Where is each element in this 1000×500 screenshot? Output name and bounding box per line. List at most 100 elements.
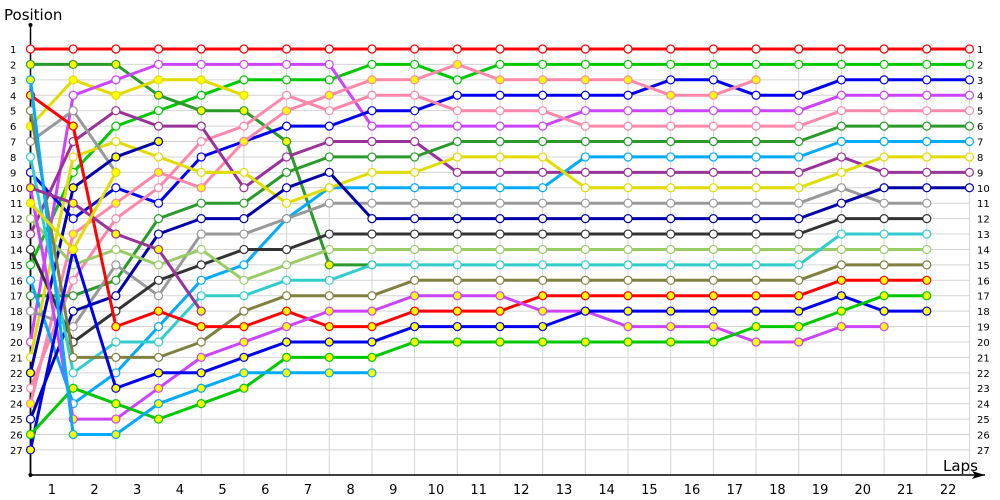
data-point-marker	[836, 59, 847, 70]
data-point-marker	[495, 106, 505, 116]
data-point-marker	[452, 75, 462, 85]
y-tick-labels-right: 1234567891011121314151617181920212223242…	[977, 45, 990, 457]
data-point-marker	[708, 260, 718, 270]
x-tick-labels: 1 2 3 4 5 6 7 8 9 10 11 12 13 14 15 16 17 18 19 20 21 22	[48, 483, 957, 498]
series-purple-2	[25, 183, 206, 316]
data-point-marker	[25, 414, 36, 424]
data-point-marker	[324, 368, 334, 378]
y-tick-label: 11	[10, 199, 23, 210]
series-yellow	[25, 75, 249, 131]
x-tick-label: 13	[556, 483, 573, 498]
data-point-marker	[153, 183, 164, 193]
data-point-marker	[25, 275, 36, 285]
data-point-marker	[324, 59, 334, 70]
data-point-marker	[495, 75, 505, 85]
y-tick-label: 22	[10, 369, 23, 380]
x-tick-label: 7	[304, 483, 312, 498]
data-point-marker	[196, 183, 206, 193]
data-point-marker	[538, 291, 548, 301]
data-point-marker	[111, 44, 121, 54]
data-point-marker	[666, 121, 676, 131]
data-point-marker	[794, 136, 804, 147]
y-tick-label-right: 2	[977, 60, 983, 71]
data-point-marker	[708, 183, 718, 193]
data-point-marker	[239, 383, 249, 393]
data-point-marker	[794, 152, 804, 162]
data-point-marker	[153, 106, 164, 116]
series-dark-green-2	[25, 121, 975, 301]
data-point-marker	[751, 75, 761, 85]
y-tick-label-right: 20	[977, 338, 990, 349]
data-point-marker	[538, 59, 548, 70]
y-tick-label-right: 16	[977, 276, 990, 287]
data-point-marker	[153, 275, 164, 285]
series-yellow-2	[25, 136, 975, 362]
data-point-marker	[153, 229, 164, 239]
data-point-marker	[452, 136, 462, 147]
data-point-marker	[25, 59, 36, 70]
data-point-marker	[580, 75, 590, 85]
data-point-marker	[239, 368, 249, 378]
data-point-marker	[196, 321, 206, 332]
data-point-marker	[281, 198, 292, 208]
data-point-marker	[68, 75, 78, 85]
series-red-2	[25, 90, 932, 332]
data-point-marker	[623, 337, 633, 347]
data-point-marker	[452, 121, 462, 131]
data-point-marker	[367, 183, 377, 193]
series-line	[29, 78, 245, 128]
data-point-marker	[452, 337, 462, 347]
data-point-marker	[281, 167, 292, 177]
data-point-marker	[196, 306, 206, 316]
data-point-marker	[111, 229, 121, 239]
data-point-marker	[153, 214, 164, 224]
data-point-marker	[153, 291, 164, 301]
data-point-marker	[367, 321, 377, 332]
data-point-marker	[111, 90, 121, 100]
data-point-marker	[410, 321, 420, 332]
data-point-marker	[495, 291, 505, 301]
y-tick-label-right: 22	[977, 369, 990, 380]
data-point-marker	[751, 59, 761, 70]
data-point-marker	[666, 152, 676, 162]
data-point-marker	[196, 399, 206, 409]
y-tick-label: 15	[10, 261, 23, 272]
data-point-marker	[281, 183, 292, 193]
series-navy-2	[25, 167, 975, 424]
data-point-marker	[25, 136, 36, 147]
data-point-marker	[580, 291, 590, 301]
data-point-marker	[836, 321, 847, 332]
data-point-marker	[751, 167, 761, 177]
data-point-marker	[367, 244, 377, 255]
data-point-marker	[879, 291, 889, 301]
data-point-marker	[196, 59, 206, 70]
data-point-marker	[410, 275, 420, 285]
data-point-marker	[751, 244, 761, 255]
series-black	[25, 214, 932, 347]
data-point-marker	[879, 321, 889, 332]
data-point-marker	[196, 75, 206, 85]
data-point-marker	[239, 90, 249, 100]
y-tick-label-right: 26	[977, 431, 990, 442]
data-point-marker	[964, 152, 975, 162]
y-tick-label-right: 15	[977, 261, 990, 272]
data-point-marker	[367, 198, 377, 208]
data-point-marker	[153, 368, 164, 378]
data-point-marker	[580, 59, 590, 70]
data-point-marker	[196, 368, 206, 378]
y-tick-label-right: 12	[977, 215, 990, 226]
data-point-marker	[922, 167, 932, 177]
data-point-marker	[751, 260, 761, 270]
data-point-marker	[708, 229, 718, 239]
data-point-marker	[281, 214, 292, 224]
data-point-marker	[452, 59, 462, 70]
data-point-marker	[239, 321, 249, 332]
data-point-marker	[538, 214, 548, 224]
data-point-marker	[367, 44, 377, 54]
data-point-marker	[836, 306, 847, 316]
data-point-marker	[239, 167, 249, 177]
series-line	[29, 217, 927, 282]
data-point-marker	[196, 244, 206, 255]
data-point-marker	[111, 399, 121, 409]
data-point-marker	[922, 291, 932, 301]
